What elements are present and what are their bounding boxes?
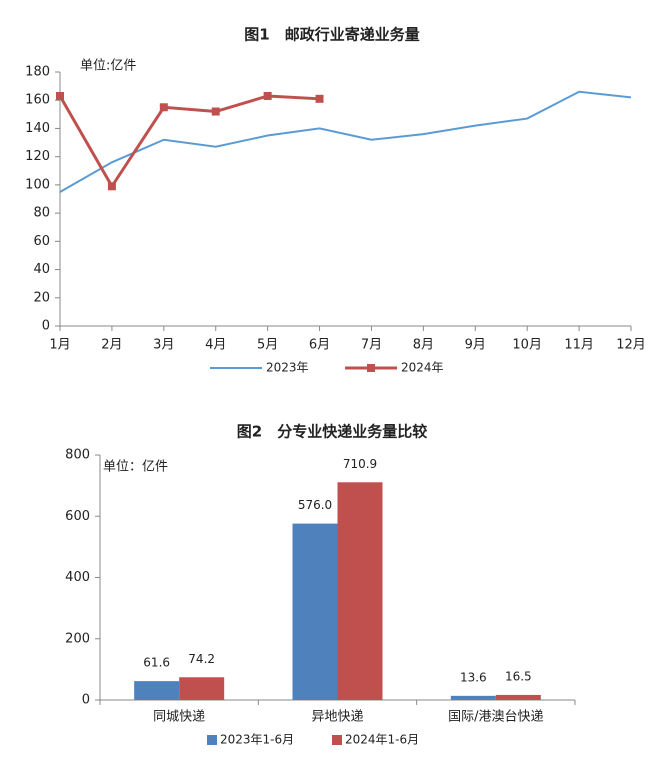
x-tick-label: 11月 <box>564 338 594 353</box>
y-tick-label: 140 <box>25 121 50 136</box>
point-marker <box>159 103 168 112</box>
y-tick-label: 120 <box>25 149 50 164</box>
x-tick-label: 2月 <box>101 338 122 353</box>
x-tick-label: 4月 <box>205 338 226 353</box>
legend-label: 2024年1-6月 <box>345 733 419 747</box>
y-tick-label: 80 <box>33 206 50 221</box>
x-tick-label: 8月 <box>413 338 434 353</box>
y-tick-label: 800 <box>65 448 90 463</box>
bar <box>337 482 383 700</box>
x-tick-label: 国际/港澳台快递 <box>448 709 543 725</box>
x-tick-label: 12月 <box>616 338 646 353</box>
bar <box>134 681 180 700</box>
y-tick-label: 20 <box>33 290 50 305</box>
value-label: 61.6 <box>143 656 170 670</box>
series-line <box>59 90 632 193</box>
x-tick-label: 7月 <box>361 338 382 353</box>
unit-label: 单位:亿件 <box>80 59 136 74</box>
point-marker <box>211 107 220 116</box>
y-tick-label: 200 <box>65 631 90 646</box>
value-label: 74.2 <box>188 652 215 666</box>
x-tick-label: 5月 <box>257 338 278 353</box>
bar <box>292 523 338 700</box>
legend-label: 2023年 <box>266 361 309 375</box>
y-tick-label: 160 <box>25 93 50 108</box>
x-tick-label: 1月 <box>49 338 70 353</box>
x-tick-label: 9月 <box>465 338 486 353</box>
point-marker <box>315 94 324 103</box>
bar <box>450 695 496 700</box>
y-tick-label: 0 <box>82 693 90 708</box>
legend-marker <box>367 364 375 372</box>
y-tick-label: 40 <box>33 262 50 277</box>
point-marker <box>263 91 272 100</box>
bar <box>179 677 225 700</box>
bar <box>495 694 541 700</box>
y-tick-label: 100 <box>25 177 50 192</box>
chart-title: 图2 分专业快递业务量比较 <box>237 423 427 441</box>
legend-swatch <box>332 735 342 745</box>
unit-label: 单位：亿件 <box>103 460 168 475</box>
legend-label: 2024年 <box>401 361 444 375</box>
x-tick-label: 3月 <box>153 338 174 353</box>
value-label: 710.9 <box>343 457 377 471</box>
point-marker <box>56 91 64 100</box>
chart-title: 图1 邮政行业寄递业务量 <box>244 26 419 44</box>
y-tick-label: 400 <box>65 570 90 585</box>
y-tick-label: 60 <box>33 234 50 249</box>
value-label: 576.0 <box>298 498 332 512</box>
y-tick-label: 180 <box>25 65 50 80</box>
x-tick-label: 异地快递 <box>311 710 363 725</box>
value-label: 13.6 <box>460 670 487 684</box>
y-tick-label: 600 <box>65 509 90 524</box>
legend-label: 2023年1-6月 <box>220 733 294 747</box>
x-tick-label: 6月 <box>309 338 330 353</box>
value-label: 16.5 <box>505 669 532 683</box>
x-tick-label: 10月 <box>512 338 542 353</box>
y-tick-label: 0 <box>42 319 50 334</box>
legend-swatch <box>207 735 217 745</box>
point-marker <box>107 182 116 191</box>
x-tick-label: 同城快递 <box>153 710 205 725</box>
series-line <box>58 94 320 190</box>
